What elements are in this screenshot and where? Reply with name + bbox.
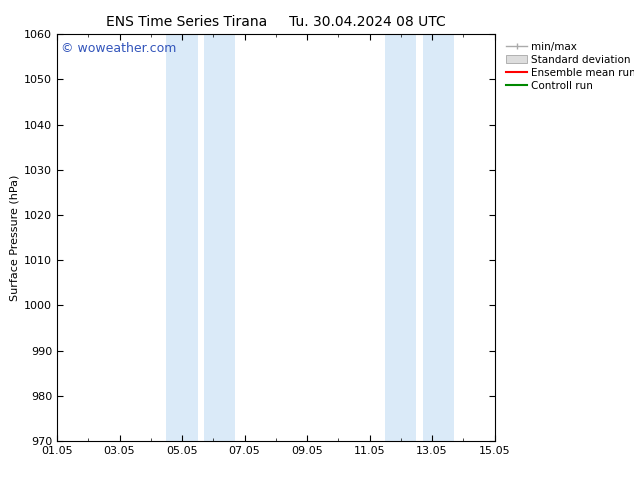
Bar	[423, 34, 454, 441]
Y-axis label: Surface Pressure (hPa): Surface Pressure (hPa)	[10, 174, 20, 301]
Title: ENS Time Series Tirana     Tu. 30.04.2024 08 UTC: ENS Time Series Tirana Tu. 30.04.2024 08…	[106, 15, 446, 29]
Bar	[166, 34, 198, 441]
Legend: min/max, Standard deviation, Ensemble mean run, Controll run: min/max, Standard deviation, Ensemble me…	[504, 40, 634, 93]
Text: © woweather.com: © woweather.com	[61, 43, 177, 55]
Bar	[385, 34, 417, 441]
Bar	[204, 34, 235, 441]
